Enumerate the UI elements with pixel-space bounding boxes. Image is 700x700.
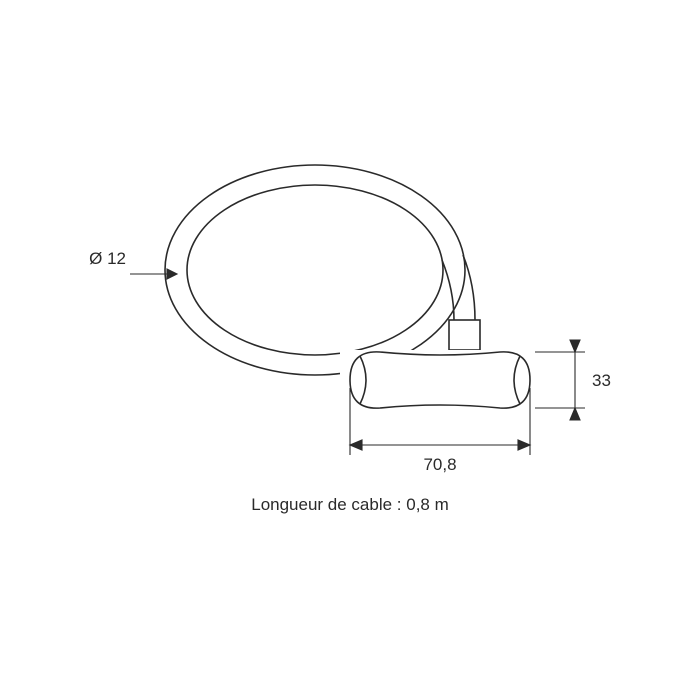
lock-body <box>340 350 540 410</box>
cable-lock-diagram: Ø 12 70,8 33 Longueur de cable : 0,8 m <box>0 0 700 700</box>
height-label: 33 <box>592 371 611 390</box>
width-label: 70,8 <box>423 455 456 474</box>
height-dimension: 33 <box>535 340 611 420</box>
diameter-callout: Ø 12 <box>89 249 177 279</box>
caption-text: Longueur de cable : 0,8 m <box>251 495 449 514</box>
cable-loop <box>165 165 480 375</box>
diameter-label: Ø 12 <box>89 249 126 268</box>
